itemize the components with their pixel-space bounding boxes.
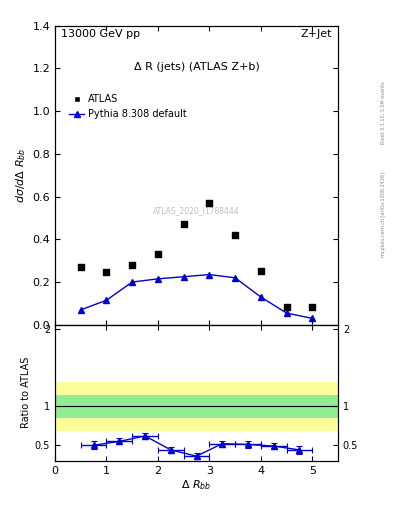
Y-axis label: $d\sigma/d\Delta\ R_{bb}$: $d\sigma/d\Delta\ R_{bb}$ xyxy=(15,147,28,203)
Legend: ATLAS, Pythia 8.308 default: ATLAS, Pythia 8.308 default xyxy=(66,90,191,123)
Point xyxy=(180,220,187,228)
Point xyxy=(77,263,84,271)
Bar xyxy=(55,395,338,418)
Point xyxy=(258,267,264,275)
Point xyxy=(309,303,316,311)
Text: 13000 GeV pp: 13000 GeV pp xyxy=(61,29,140,38)
Point xyxy=(232,231,238,239)
Point xyxy=(155,250,161,259)
Text: Z+Jet: Z+Jet xyxy=(301,29,332,38)
Point xyxy=(283,303,290,311)
Text: Δ R (jets) (ATLAS Z+b): Δ R (jets) (ATLAS Z+b) xyxy=(134,61,259,72)
Y-axis label: Ratio to ATLAS: Ratio to ATLAS xyxy=(20,357,31,429)
Text: Rivet 3.1.10, 3.5M events: Rivet 3.1.10, 3.5M events xyxy=(381,81,386,144)
Text: mcplots.cern.ch [arXiv:1306.3436]: mcplots.cern.ch [arXiv:1306.3436] xyxy=(381,173,386,258)
Point xyxy=(129,261,135,269)
Point xyxy=(206,199,213,207)
Bar xyxy=(55,381,338,431)
Point xyxy=(103,268,110,276)
X-axis label: $\Delta\ R_{bb}$: $\Delta\ R_{bb}$ xyxy=(181,478,212,492)
Text: ATLAS_2020_I1788444: ATLAS_2020_I1788444 xyxy=(153,207,240,216)
